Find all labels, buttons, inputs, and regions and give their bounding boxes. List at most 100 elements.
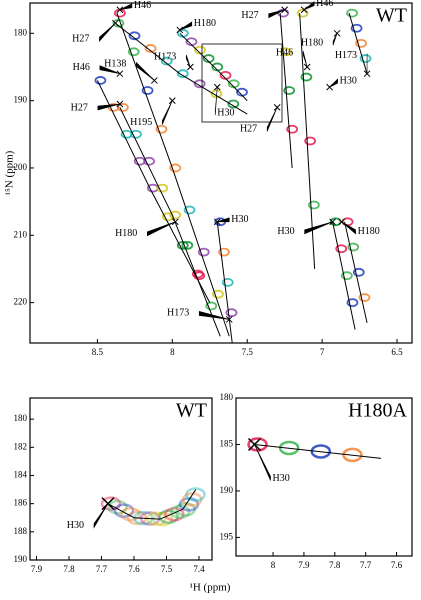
frame (235, 397, 413, 557)
x-tick-label: 7.9 (298, 560, 310, 570)
trajectory-line (179, 32, 248, 101)
peak-label: H30 (231, 214, 248, 225)
x-tick-label: 7.8 (329, 560, 341, 570)
contour (227, 99, 240, 109)
contour (181, 240, 194, 250)
pointer (97, 103, 120, 111)
contour (193, 271, 206, 281)
contour (329, 217, 342, 227)
contour (116, 102, 129, 112)
pointer (302, 50, 308, 68)
contour (300, 72, 313, 82)
peak-label: H30 (273, 473, 290, 484)
y-tick-label: 180 (220, 392, 234, 402)
pointer (266, 107, 278, 132)
contour (185, 487, 206, 502)
zoom-box (201, 43, 283, 123)
panel: 8 7.9 7.8 7.7 7.6 180 185 190 195 H180A H30 (220, 392, 413, 570)
contour (193, 79, 206, 89)
contour (350, 23, 363, 33)
frame (29, 397, 213, 561)
contour (169, 210, 182, 220)
y-tick-label: 180 (14, 413, 28, 423)
x-tick-label: 7.7 (360, 560, 372, 570)
contour (169, 163, 182, 173)
y-tick-label: 195 (220, 531, 234, 541)
pointer (119, 3, 133, 11)
contour (225, 308, 238, 318)
trajectory-line (119, 107, 221, 337)
contour (304, 136, 317, 146)
contour (130, 129, 142, 139)
y-tick-label: 180 (14, 27, 28, 37)
pointer (329, 78, 338, 88)
x-axis-label: ¹H (ppm) (190, 582, 231, 594)
pointer (217, 217, 230, 223)
contour (127, 47, 140, 57)
peak-label: H46 (316, 0, 333, 9)
pointer (303, 1, 315, 11)
x-tick-label: 7.8 (63, 564, 75, 574)
peak-label: H27 (72, 33, 89, 44)
pointer (147, 221, 176, 237)
contour (358, 293, 371, 302)
peak-label: H30 (340, 75, 357, 86)
peak-label: H30 (277, 226, 294, 237)
x-tick-label: 8 (271, 560, 276, 570)
trajectory-line (279, 13, 293, 168)
pointer (214, 87, 218, 116)
y-tick-label: 188 (14, 526, 28, 536)
contour (355, 38, 367, 48)
pointer (254, 444, 271, 481)
peak-label: H27 (71, 102, 88, 113)
contour (359, 54, 372, 63)
trajectory-line (96, 80, 211, 303)
x-tick-label: 7.6 (128, 564, 140, 574)
pointer (341, 221, 356, 235)
contour (296, 8, 309, 18)
trajectory-line (116, 12, 230, 337)
y-tick-label: 182 (14, 441, 28, 451)
contour (197, 247, 210, 257)
contour (218, 247, 230, 257)
contour (346, 298, 359, 308)
trajectory-line (332, 221, 356, 330)
x-tick-label: 7.9 (31, 564, 43, 574)
trajectory-line (344, 221, 368, 323)
contour (155, 124, 168, 134)
contour (176, 69, 189, 79)
y-tick-label: 185 (220, 439, 234, 449)
trajectory-line (254, 443, 382, 459)
contour (94, 76, 107, 85)
x-tick-label: 7.4 (193, 564, 205, 574)
contour (120, 506, 141, 522)
y-tick-label: 190 (220, 485, 234, 495)
contour (205, 301, 218, 311)
contour (144, 44, 157, 53)
contour (183, 205, 196, 215)
trajectory-line (115, 22, 248, 115)
pointer (136, 61, 155, 81)
contour (126, 510, 148, 525)
pointer (99, 22, 116, 42)
contour (141, 86, 154, 95)
contour (107, 499, 128, 515)
contour (156, 183, 169, 193)
x-tick-label: 7 (320, 347, 325, 357)
contour (160, 56, 173, 66)
contour (212, 289, 224, 299)
peak-cross (363, 70, 371, 78)
peak-label: H180 (358, 226, 380, 237)
peak-label: H173 (335, 50, 357, 61)
peak-label: H180 (301, 38, 323, 49)
trajectory-line (216, 221, 233, 344)
contour (310, 444, 332, 459)
y-tick-label: 190 (14, 95, 28, 105)
contour (347, 242, 360, 252)
trajectory-line (299, 13, 316, 269)
pointer (179, 21, 193, 31)
peak-label: H27 (240, 124, 257, 135)
y-axis-label: ¹⁵N (ppm) (4, 150, 16, 195)
pointer (99, 65, 120, 74)
